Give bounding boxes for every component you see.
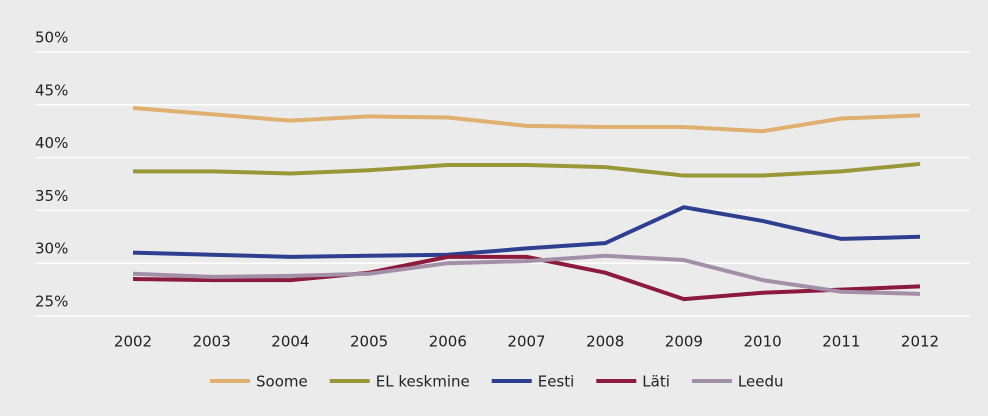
x-tick-label: 2002 bbox=[114, 333, 152, 351]
legend-label: Läti bbox=[642, 373, 670, 391]
y-tick-label: 35% bbox=[35, 187, 68, 205]
legend-label: Eesti bbox=[538, 373, 575, 391]
x-tick-label: 2009 bbox=[665, 333, 703, 351]
legend-label: Soome bbox=[256, 373, 308, 391]
y-tick-label: 45% bbox=[35, 81, 68, 99]
x-tick-label: 2011 bbox=[822, 333, 860, 351]
series-line bbox=[132, 254, 921, 302]
series-line bbox=[133, 161, 921, 178]
y-tick-label: 30% bbox=[35, 240, 68, 258]
x-tick-label: 2003 bbox=[193, 333, 231, 351]
y-tick-label: 25% bbox=[35, 293, 68, 311]
series-line bbox=[132, 105, 921, 134]
legend-label: EL keskmine bbox=[376, 373, 470, 391]
x-tick-label: 2010 bbox=[744, 333, 782, 351]
x-tick-label: 2007 bbox=[507, 333, 545, 351]
series-line bbox=[132, 253, 921, 296]
series-line bbox=[132, 205, 921, 259]
x-tick-label: 2004 bbox=[271, 333, 309, 351]
x-tick-label: 2006 bbox=[429, 333, 467, 351]
y-tick-label: 50% bbox=[35, 29, 68, 47]
x-tick-label: 2008 bbox=[586, 333, 624, 351]
legend-label: Leedu bbox=[738, 373, 784, 391]
x-tick-label: 2005 bbox=[350, 333, 388, 351]
y-tick-label: 40% bbox=[35, 134, 68, 152]
x-tick-label: 2012 bbox=[901, 333, 939, 351]
